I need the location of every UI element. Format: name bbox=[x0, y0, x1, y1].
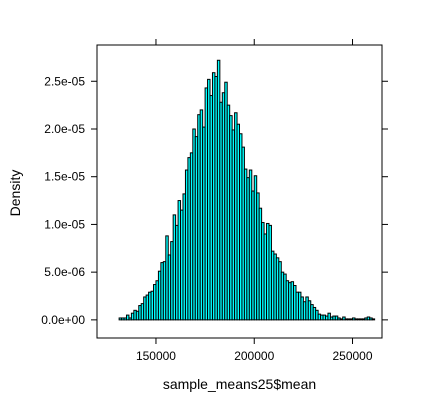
x-axis-title: sample_means25$mean bbox=[163, 376, 316, 392]
y-tick-labels: 0.0e+00 5.0e-06 1.0e-05 1.5e-05 2.0e-05 2.5e-… bbox=[41, 74, 85, 327]
x-tick-label: 250000 bbox=[332, 349, 372, 363]
axis-ticks bbox=[91, 39, 388, 344]
x-tick-label: 200000 bbox=[234, 349, 274, 363]
y-tick-label: 2.5e-05 bbox=[44, 74, 85, 88]
y-tick-label: 0.0e+00 bbox=[41, 313, 85, 327]
y-tick-label: 1.0e-05 bbox=[44, 217, 85, 231]
y-tick-label: 1.5e-05 bbox=[44, 170, 85, 184]
y-tick-label: 5.0e-06 bbox=[44, 265, 85, 279]
histogram-bars bbox=[118, 59, 376, 321]
histogram-bar bbox=[371, 318, 376, 321]
plot-panel-border bbox=[96, 44, 383, 339]
y-axis-title: Density bbox=[7, 170, 23, 217]
x-tick-label: 150000 bbox=[136, 349, 176, 363]
x-tick-labels: 150000 200000 250000 bbox=[136, 349, 373, 363]
y-tick-label: 2.0e-05 bbox=[44, 122, 85, 136]
